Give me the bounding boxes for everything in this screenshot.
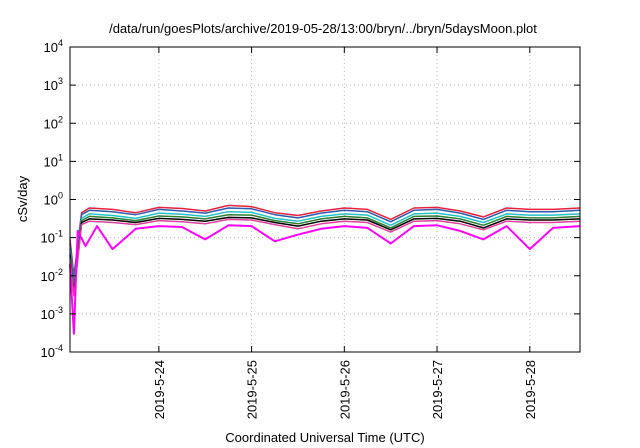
y-axis-title: cSv/day (15, 175, 30, 222)
x-tick-label: 2019-5-25 (245, 360, 260, 419)
x-tick-label: 2019-5-28 (523, 360, 538, 419)
y-tick-label: 100 (44, 191, 63, 208)
series-line-4 (69, 213, 581, 292)
series-line-3 (69, 210, 581, 288)
chart-title: /data/run/goesPlots/archive/2019-05-28/1… (109, 21, 537, 36)
y-tick-label: 10-2 (41, 267, 63, 284)
series-line-1 (69, 204, 581, 277)
series-line-2 (69, 207, 581, 281)
y-tick-label: 10-4 (41, 343, 63, 360)
y-tick-label: 10-3 (41, 305, 63, 322)
y-tick-label: 102 (44, 114, 63, 131)
grid (70, 47, 580, 352)
x-tick-label: 2019-5-24 (152, 360, 167, 419)
y-axis: 10-4 10-3 10-2 10-1 100 101 102 103 104 (41, 38, 580, 360)
y-tick-label: 10-1 (41, 229, 63, 246)
series-line-6 (69, 218, 581, 297)
x-axis-title: Coordinated Universal Time (UTC) (225, 430, 424, 445)
series-line-5 (69, 216, 581, 294)
x-axis: 2019-5-24 2019-5-25 2019-5-26 2019-5-27 2019… (152, 47, 538, 419)
series-line-7 (69, 224, 581, 335)
x-tick-label: 2019-5-26 (337, 360, 352, 419)
y-tick-label: 101 (44, 152, 63, 169)
x-tick-label: 2019-5-27 (430, 360, 445, 419)
y-tick-label: 104 (44, 38, 63, 55)
y-tick-label: 103 (44, 76, 63, 93)
series-layer (69, 204, 581, 335)
